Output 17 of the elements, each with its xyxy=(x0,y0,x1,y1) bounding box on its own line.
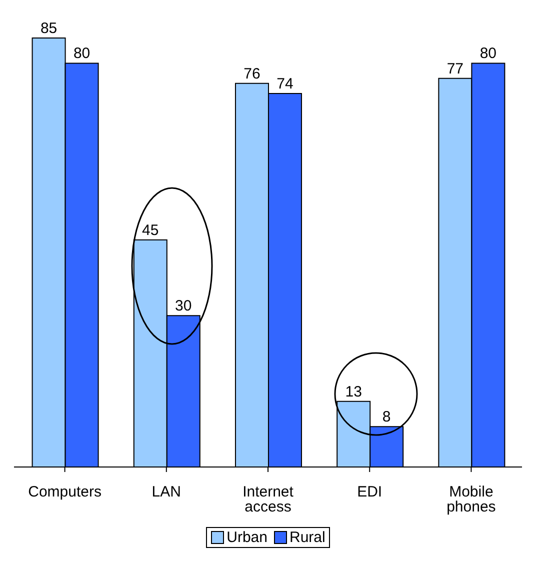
x-tick-label: Computers xyxy=(28,484,102,501)
data-label: 80 xyxy=(73,45,90,62)
data-label: 76 xyxy=(244,65,260,82)
data-label: 77 xyxy=(446,60,464,78)
legend-label: Urban xyxy=(226,529,268,546)
legend-label: Rural xyxy=(288,529,326,546)
x-tick-label: Internet access xyxy=(242,484,294,516)
data-label: 30 xyxy=(175,298,192,315)
data-label: 8 xyxy=(382,408,391,426)
x-tick-label: Mobile phones xyxy=(446,484,496,516)
data-label: 85 xyxy=(40,20,58,37)
x-tick-label: EDI xyxy=(357,484,382,501)
x-tick-label: LAN xyxy=(152,484,181,501)
data-label: 80 xyxy=(480,45,497,62)
data-label: 45 xyxy=(142,222,159,239)
data-label: 74 xyxy=(276,76,294,93)
data-label: 13 xyxy=(345,383,362,400)
